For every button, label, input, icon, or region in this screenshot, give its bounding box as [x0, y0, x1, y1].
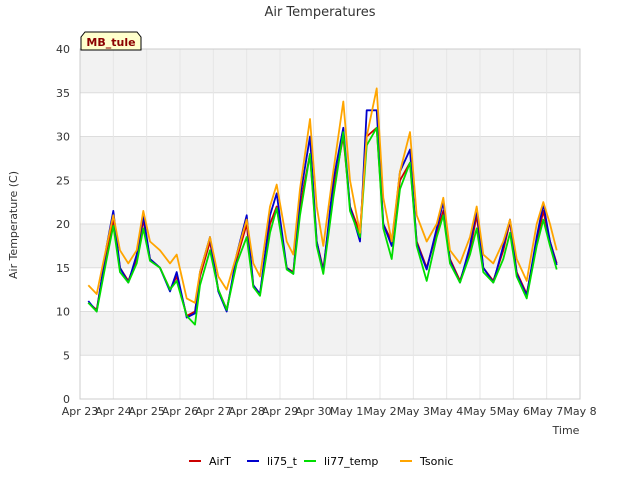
badge-shape	[80, 31, 142, 51]
plot-band	[80, 92, 580, 137]
plot-band	[80, 49, 580, 93]
y-tick-label: 5	[63, 349, 70, 362]
plot-band	[80, 311, 580, 356]
x-tick-label: May 4	[430, 405, 463, 418]
x-tick-label: Apr 28	[228, 405, 265, 418]
legend-label-li77-temp: li77_temp	[324, 455, 378, 468]
x-tick-label: Apr 24	[95, 405, 132, 418]
series-line-li77-temp	[87, 126, 558, 326]
plot-band	[80, 355, 580, 399]
x-tick-label: Apr 30	[295, 405, 332, 418]
x-tick-label: May 2	[363, 405, 396, 418]
x-tick-label: May 6	[497, 405, 530, 418]
y-tick-label: 15	[56, 262, 70, 275]
x-tick-label: May 1	[330, 405, 363, 418]
x-tick-label: Apr 23	[62, 405, 99, 418]
series-layer	[87, 87, 558, 326]
x-tick-label: May 7	[530, 405, 563, 418]
badge-label: MB_tule	[86, 36, 135, 49]
gridlines	[79, 48, 581, 400]
legend-label-tsonic: Tsonic	[419, 455, 453, 468]
plot-band	[80, 224, 580, 268]
x-tick-label: Apr 27	[195, 405, 232, 418]
x-tick-label: May 5	[463, 405, 496, 418]
y-tick-label: 40	[56, 43, 70, 56]
x-tick-label: Apr 25	[128, 405, 165, 418]
y-tick-label: 10	[56, 306, 70, 319]
x-tick-label: Apr 26	[162, 405, 199, 418]
x-tick-label: May 3	[397, 405, 430, 418]
y-tick-label: 20	[56, 218, 70, 231]
y-tick-label: 30	[56, 131, 70, 144]
plot-band	[80, 136, 580, 181]
series-line-tsonic	[87, 87, 558, 304]
legend-label-airt: AirT	[209, 455, 231, 468]
chart-title: Air Temperatures	[264, 5, 375, 20]
y-axis-label: Air Temperature (C)	[7, 171, 20, 279]
plot-frame	[79, 48, 581, 400]
x-tick-label: May 8	[563, 405, 596, 418]
y-tick-label: 0	[63, 393, 70, 406]
station-badge: MB_tule	[80, 31, 142, 51]
plot-band	[80, 267, 580, 312]
legend: AirT li75_t li77_temp Tsonic	[189, 455, 453, 468]
y-tick-labels: 0 5 10 15 20 25 30 35 40	[56, 43, 70, 406]
y-tick-label: 35	[56, 87, 70, 100]
x-tick-label: Apr 29	[262, 405, 299, 418]
y-tick-label: 25	[56, 174, 70, 187]
x-axis-label: Time	[552, 424, 580, 437]
legend-label-li75-t: li75_t	[267, 455, 298, 468]
